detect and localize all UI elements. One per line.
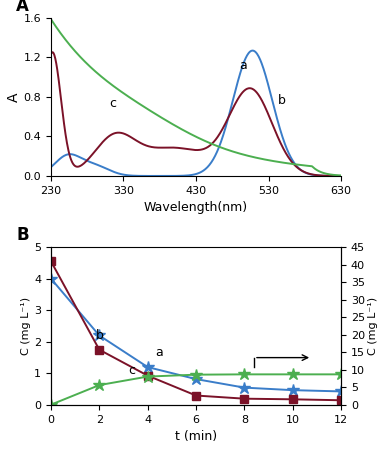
- Text: b: b: [278, 94, 286, 107]
- Text: c: c: [128, 364, 135, 377]
- Y-axis label: C (mg L⁻¹): C (mg L⁻¹): [21, 297, 31, 355]
- Y-axis label: A: A: [7, 92, 21, 102]
- Text: B: B: [16, 226, 29, 244]
- Text: a: a: [155, 346, 163, 359]
- Text: a: a: [240, 59, 247, 72]
- Text: A: A: [16, 0, 29, 15]
- Y-axis label: C (mg L⁻¹): C (mg L⁻¹): [368, 297, 377, 355]
- Text: c: c: [109, 97, 116, 110]
- X-axis label: t (min): t (min): [175, 430, 217, 443]
- X-axis label: Wavelength(nm): Wavelength(nm): [144, 201, 248, 214]
- Text: b: b: [96, 328, 103, 342]
